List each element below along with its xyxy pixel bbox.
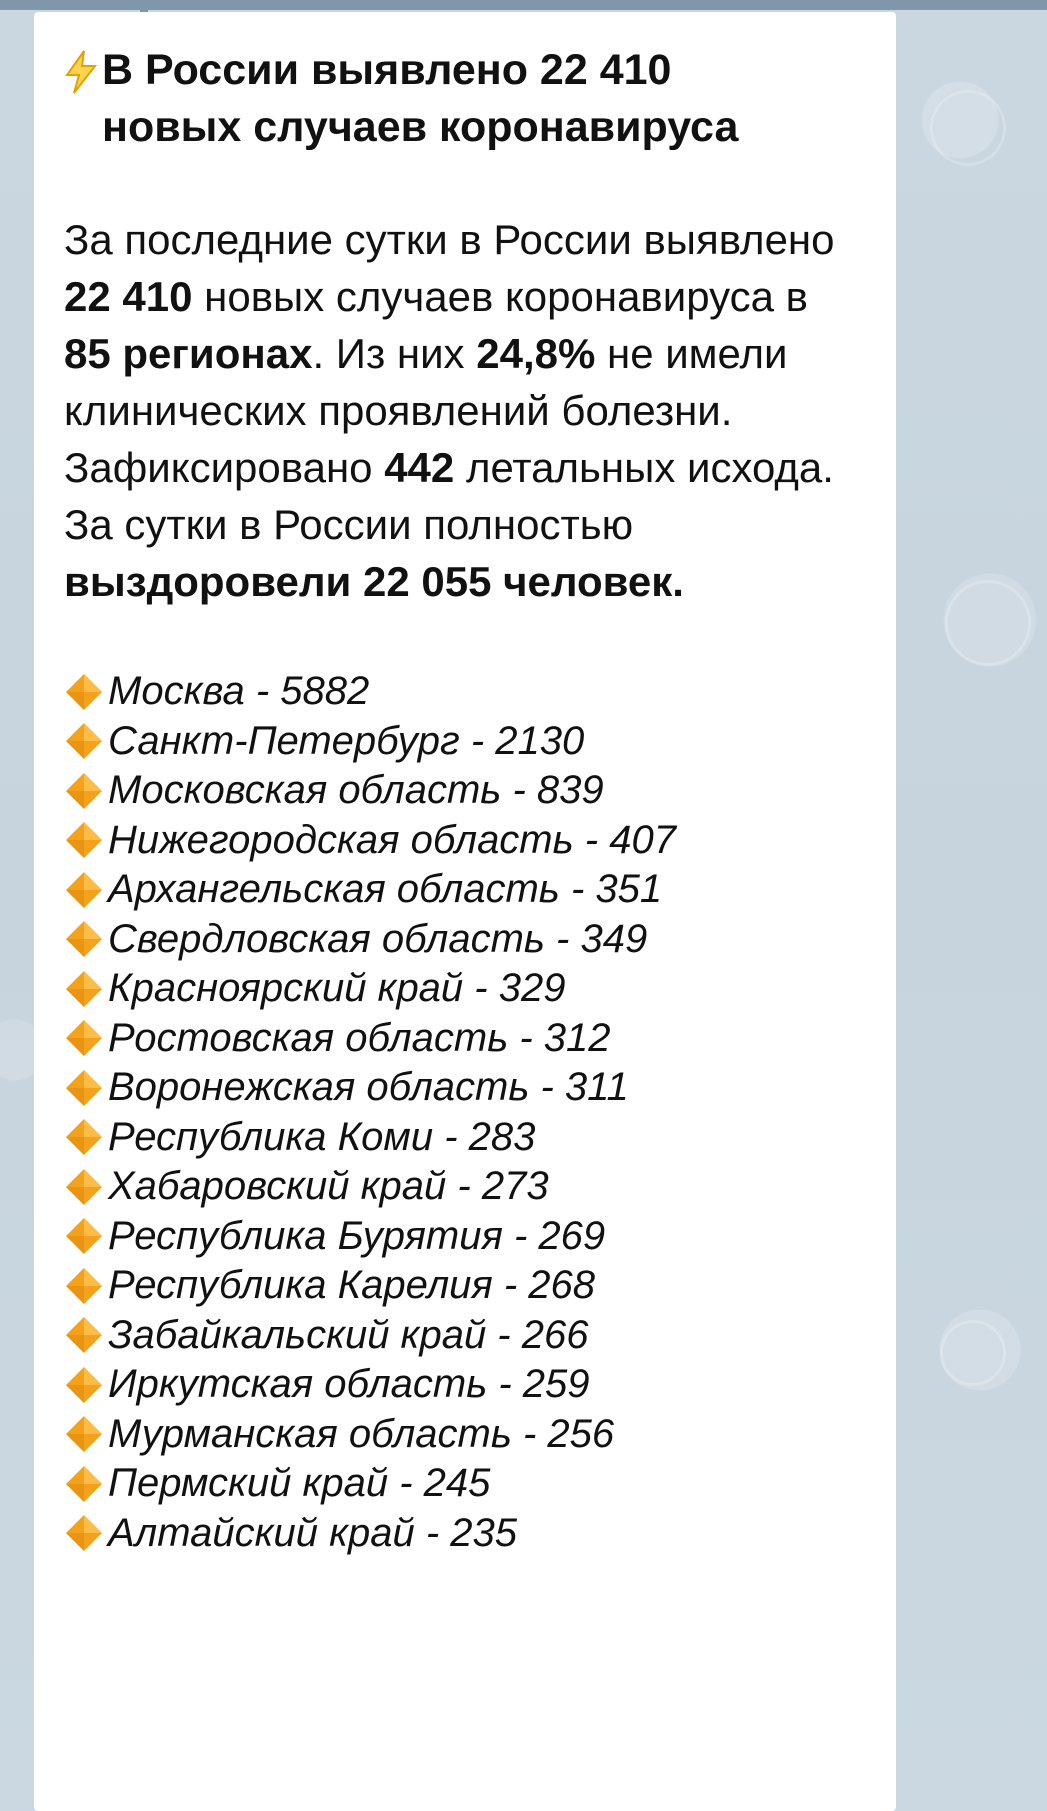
region-label: Ростовская область - 312 [108,1015,611,1060]
region-item: Московская область - 839 [64,766,866,816]
region-item: Архангельская область - 351 [64,865,866,915]
body-text-3: . Из них [312,330,477,377]
recovered-count: выздоровели 22 055 человек. [64,558,684,605]
region-label: Мурманская область - 256 [108,1411,615,1456]
region-item: Красноярский край - 329 [64,964,866,1014]
region-label: Московская область - 839 [108,768,604,813]
region-item: Иркутская область - 259 [64,1360,866,1410]
orange-diamond-icon [66,1515,102,1552]
orange-diamond-icon [66,1317,102,1354]
region-item: Нижегородская область - 407 [64,816,866,866]
orange-diamond-icon [66,673,102,710]
region-label: Архангельская область - 351 [108,867,663,912]
region-label: Красноярский край - 329 [108,966,566,1011]
message-body: За последние сутки в России выявлено 22 … [64,211,854,610]
region-label: Свердловская область - 349 [108,916,648,961]
region-label: Воронежская область - 311 [108,1065,629,1110]
orange-diamond-icon [66,1465,102,1502]
region-label: Санкт-Петербург - 2130 [108,718,585,763]
new-cases-count: 22 410 [64,273,193,320]
lightning-icon [65,50,98,94]
body-text-1: За последние сутки в России выявлено [64,216,835,263]
asymptomatic-percent: 24,8% [476,330,596,377]
region-label: Алтайский край - 235 [108,1510,518,1555]
region-label: Москва - 5882 [108,669,370,714]
region-item: Республика Бурятия - 269 [64,1212,866,1262]
doodle-circle [940,1320,1006,1386]
region-item: Ростовская область - 312 [64,1014,866,1064]
orange-diamond-icon [66,871,102,908]
body-text-2: новых случаев коронавируса в [192,273,808,320]
regions-count: 85 регионах [64,330,313,377]
region-label: Республика Коми - 283 [108,1114,536,1159]
scroll-indicator [140,0,148,16]
region-item: Республика Карелия - 268 [64,1261,866,1311]
region-label: Хабаровский край - 273 [108,1164,549,1209]
orange-diamond-icon [66,1069,102,1106]
region-item: Забайкальский край - 266 [64,1311,866,1361]
region-item: Алтайский край - 235 [64,1509,866,1559]
orange-diamond-icon [66,1416,102,1453]
orange-diamond-icon [66,1218,102,1255]
region-item: Свердловская область - 349 [64,915,866,965]
doodle-circle [945,580,1031,666]
region-label: Нижегородская область - 407 [108,817,676,862]
region-item: Воронежская область - 311 [64,1063,866,1113]
message-headline: В России выявлено 22 410 новых случаев к… [64,42,814,156]
region-item: Мурманская область - 256 [64,1410,866,1460]
region-label: Республика Бурятия - 269 [108,1213,606,1258]
orange-diamond-icon [66,723,102,760]
region-item: Москва - 5882 [64,667,866,717]
orange-diamond-icon [66,822,102,859]
region-list: Москва - 5882 Санкт-Петербург - 2130 Моско… [64,667,866,1558]
orange-diamond-icon [66,772,102,809]
orange-diamond-icon [66,1168,102,1205]
orange-diamond-icon [66,921,102,958]
region-item: Пермский край - 245 [64,1459,866,1509]
orange-diamond-icon [66,1119,102,1156]
message-bubble[interactable]: В России выявлено 22 410 новых случаев к… [34,12,896,1811]
region-label: Пермский край - 245 [108,1461,491,1506]
region-label: Республика Карелия - 268 [108,1263,596,1308]
orange-diamond-icon [66,1366,102,1403]
headline-text: В России выявлено 22 410 новых случаев к… [102,46,739,151]
orange-diamond-icon [66,970,102,1007]
region-item: Республика Коми - 283 [64,1113,866,1163]
doodle-circle [930,90,1006,166]
region-item: Хабаровский край - 273 [64,1162,866,1212]
orange-diamond-icon [66,1267,102,1304]
top-divider [0,0,1047,10]
orange-diamond-icon [66,1020,102,1057]
region-label: Забайкальский край - 266 [108,1312,589,1357]
deaths-count: 442 [384,444,455,491]
region-label: Иркутская область - 259 [108,1362,590,1407]
body-text-4: не имели клинических проявлений болезни.… [64,330,788,491]
region-item: Санкт-Петербург - 2130 [64,717,866,767]
body-text-5: летальных исхода. За сутки в России полн… [64,444,834,548]
